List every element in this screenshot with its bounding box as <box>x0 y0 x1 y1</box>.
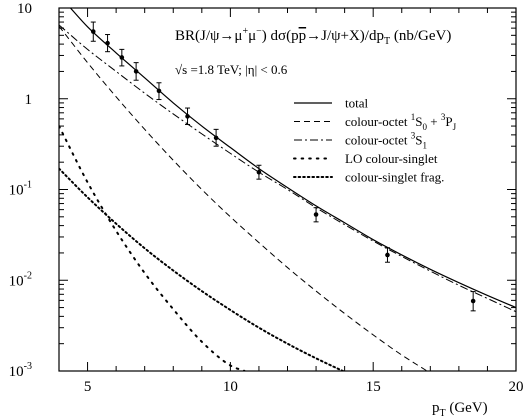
data-marker <box>313 212 319 217</box>
data-point <box>185 107 191 126</box>
curve-octet3 <box>59 24 516 313</box>
data-point <box>256 164 262 180</box>
y-tick-label: 10-3 <box>9 361 32 380</box>
y-tick-label: 1 <box>25 92 33 108</box>
data-marker <box>156 88 162 94</box>
legend-label: colour-octet 1S0 + 3PJ <box>345 112 457 132</box>
x-tick-label: 20 <box>509 379 524 395</box>
legend-entry-octet1: colour-octet 1S0 + 3PJ <box>294 112 457 132</box>
data-marker <box>119 55 125 60</box>
data-point <box>90 21 96 42</box>
legend-label: colour-octet 3S1 <box>345 131 427 151</box>
data-points-layer <box>90 21 476 312</box>
data-point <box>384 247 390 263</box>
curve-lo <box>59 125 246 371</box>
curves-layer <box>59 8 516 371</box>
curve-frag <box>59 167 346 371</box>
data-marker <box>90 29 96 34</box>
y-tick-label: 10 <box>17 1 32 17</box>
data-point <box>313 207 319 223</box>
data-point <box>156 82 162 101</box>
data-marker <box>185 114 190 119</box>
p-bar: p <box>299 28 307 44</box>
chart-title: BR(J/ψ→μ+μ−) dσ(pp→J/ψ+X)/dpT (nb/GeV) <box>175 26 451 47</box>
legend-label: total <box>345 96 368 111</box>
data-marker <box>470 298 476 304</box>
legend-entry-lo: LO colour-singlet <box>293 151 438 166</box>
data-marker <box>385 252 390 258</box>
tick-labels: 5 10 15 20 10 1 10-1 10-2 10-3 <box>9 1 524 395</box>
data-point <box>213 128 219 147</box>
legend-entry-total: total <box>294 96 368 111</box>
legend-entry-octet3: colour-octet 3S1 <box>294 131 427 151</box>
x-tick-label: 10 <box>223 379 238 395</box>
data-point <box>133 62 139 81</box>
x-axis-label: pT (GeV) <box>432 400 488 419</box>
legend-label: LO colour-singlet <box>345 151 438 166</box>
legend-label: colour-singlet frag. <box>345 170 444 185</box>
data-point <box>119 48 125 67</box>
y-tick-label: 10-1 <box>9 180 32 199</box>
data-point <box>470 291 476 312</box>
data-marker <box>256 169 262 175</box>
x-tick-label: 5 <box>84 379 92 395</box>
x-tick-label: 15 <box>366 379 381 395</box>
axis-ticks <box>58 7 517 372</box>
data-marker <box>213 135 219 141</box>
curve-total <box>69 8 516 309</box>
y-tick-label: 10-2 <box>9 270 32 289</box>
legend-entry-frag: colour-singlet frag. <box>293 170 444 185</box>
curve-octet1 <box>59 25 429 371</box>
data-marker <box>133 69 139 74</box>
data-point <box>105 34 111 53</box>
data-marker <box>105 40 110 46</box>
chart-subtitle: √s =1.8 TeV; |η| < 0.6 <box>175 62 288 77</box>
